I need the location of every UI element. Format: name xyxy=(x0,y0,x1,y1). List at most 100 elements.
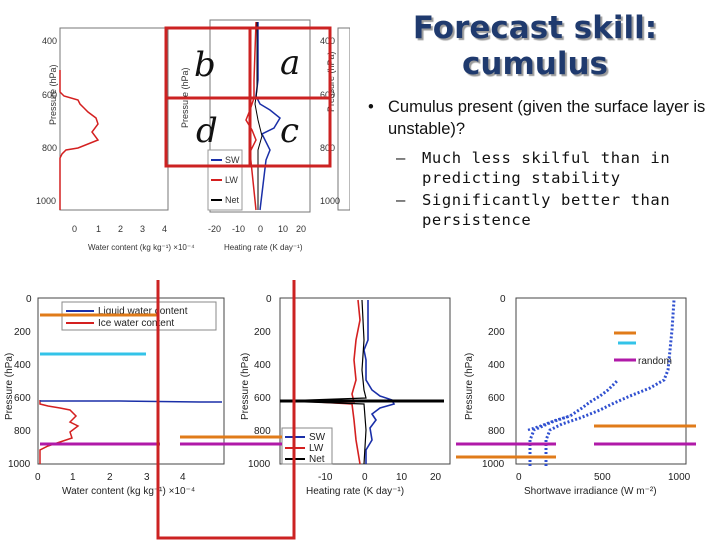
sw-xtick: 0 xyxy=(516,472,522,483)
top-right-ytick: 800 xyxy=(320,143,335,153)
top-left-ytick: 400 xyxy=(42,36,57,46)
bullet-dot-icon: • xyxy=(368,98,374,116)
heating-ytick: 600 xyxy=(254,393,271,404)
top-legend-lw: LW xyxy=(225,175,238,185)
subbullet-item: – Significantly better than persistence xyxy=(364,190,714,230)
sw-up-curve xyxy=(528,378,620,466)
sw-net-curve xyxy=(527,414,571,432)
heating-legend: SW LW Net xyxy=(281,427,333,465)
water-ytick: 400 xyxy=(14,360,31,371)
heating-xtick: 20 xyxy=(430,472,442,483)
top-left-ytick: 1000 xyxy=(36,196,56,206)
top-net-curve xyxy=(254,22,263,210)
top-figure: Pressure (hPa) 400 600 800 1000 0 1 2 3 … xyxy=(36,19,350,252)
bottom-figure: Pressure (hPa) 0 200 400 600 800 1000 Li… xyxy=(4,280,696,540)
subbullet-item: – Much less skilful than in predicting s… xyxy=(364,148,714,188)
heating-xtick: 0 xyxy=(362,472,368,483)
top-right-ytick: 1000 xyxy=(320,196,340,206)
sw-xtick: 1000 xyxy=(668,472,691,483)
water-xtick: 3 xyxy=(144,472,150,483)
top-left-xtick: 3 xyxy=(140,224,145,234)
sw-xtick: 500 xyxy=(594,472,611,483)
bullet-item: • Cumulus present (given the surface lay… xyxy=(364,96,714,140)
top-ice-curve xyxy=(59,70,100,210)
sw-ytick: 800 xyxy=(488,426,505,437)
top-mid-xtick: -10 xyxy=(232,224,245,234)
legend-lw: LW xyxy=(309,443,324,454)
water-content-panel: Pressure (hPa) 0 200 400 600 800 1000 Li… xyxy=(4,294,225,497)
top-right-ytick: 400 xyxy=(320,36,335,46)
dash-icon: – xyxy=(396,191,406,209)
top-mid-xtick: 10 xyxy=(278,224,288,234)
heating-rate-panel: Pressure (hPa) 0 200 400 600 800 1000 SW… xyxy=(180,294,451,497)
heating-xtick: -10 xyxy=(318,472,333,483)
top-left-xtick: 2 xyxy=(118,224,123,234)
water-ytick: 1000 xyxy=(8,459,31,470)
title-line-2: cumulus xyxy=(462,46,608,82)
panel-highlight-grid xyxy=(164,26,332,168)
shortwave-panel: Pressure (hPa) 0 200 400 600 800 1000 ra… xyxy=(456,294,696,497)
water-xlabel: Water content (kg kg⁻¹) ×10⁻⁴ xyxy=(62,486,195,497)
sw-ylabel: Pressure (hPa) xyxy=(464,353,475,420)
heating-xlabel: Heating rate (K day⁻¹) xyxy=(306,486,404,497)
top-water-panel: Pressure (hPa) 400 600 800 1000 0 1 2 3 … xyxy=(36,27,195,252)
sw-down-curve xyxy=(544,299,676,466)
heating-highlight-box xyxy=(156,280,296,540)
panel-letter-d: d xyxy=(196,111,218,151)
top-mid-xlabel: Heating rate (K day⁻¹) xyxy=(224,243,303,252)
water-xtick: 4 xyxy=(180,472,186,483)
dash-icon: – xyxy=(396,149,406,167)
title-line-1: Forecast skill: xyxy=(412,10,658,46)
heating-ytick: 200 xyxy=(254,327,271,338)
top-left-ytick: 800 xyxy=(42,143,57,153)
legend-net: Net xyxy=(309,454,325,465)
top-mid-xtick: 0 xyxy=(258,224,263,234)
legend-liquid: Liquid water content xyxy=(98,306,188,317)
top-left-xtick: 4 xyxy=(162,224,167,234)
top-mid-xtick: 20 xyxy=(296,224,306,234)
liquid-water-curve xyxy=(40,400,222,403)
sw-ytick: 1000 xyxy=(482,459,505,470)
water-ytick: 200 xyxy=(14,327,31,338)
panel-letter-c: c xyxy=(280,111,300,151)
water-ylabel: Pressure (hPa) xyxy=(4,353,15,420)
top-left-xtick: 0 xyxy=(72,224,77,234)
water-xtick: 1 xyxy=(70,472,76,483)
sw-ytick: 0 xyxy=(500,294,506,305)
top-right-panel: Pressure (hPa) 400 600 800 1000 xyxy=(320,27,350,211)
water-ytick: 0 xyxy=(26,294,32,305)
heating-ytick: 800 xyxy=(254,426,271,437)
water-ytick: 800 xyxy=(14,426,31,437)
panel-letter-a: a xyxy=(280,43,301,83)
heating-ytick: 400 xyxy=(254,360,271,371)
top-left-ylabel: Pressure (hPa) xyxy=(48,64,58,125)
slide-title: Forecast skill: cumulus xyxy=(400,10,670,82)
bullet-text: Cumulus present (given the surface layer… xyxy=(388,98,706,138)
heating-ytick: 1000 xyxy=(248,459,271,470)
sw-ytick: 400 xyxy=(488,360,505,371)
legend-sw: SW xyxy=(309,432,326,443)
top-mid-xtick: -20 xyxy=(208,224,221,234)
top-lw-curve xyxy=(245,21,257,211)
subbullet-text: Much less skilful than in predicting sta… xyxy=(422,149,671,187)
top-legend-sw: SW xyxy=(225,155,240,165)
panel-letter-b: b xyxy=(194,45,216,85)
sw-legend-random: random xyxy=(638,356,672,367)
heating-ylabel: Pressure (hPa) xyxy=(240,353,251,420)
sw-ytick: 600 xyxy=(488,393,505,404)
legend-ice: Ice water content xyxy=(98,318,174,329)
sw-ytick: 200 xyxy=(488,327,505,338)
water-ytick: 600 xyxy=(14,393,31,404)
top-right-ytick: 600 xyxy=(320,90,335,100)
bullet-list: • Cumulus present (given the surface lay… xyxy=(364,96,714,230)
sw-xlabel: Shortwave irradiance (W m⁻²) xyxy=(524,486,657,497)
heating-xtick: 10 xyxy=(396,472,408,483)
top-legend-net: Net xyxy=(225,195,240,205)
water-xtick: 2 xyxy=(107,472,113,483)
subbullet-text: Significantly better than persistence xyxy=(422,191,671,229)
net-heating-curve xyxy=(279,299,367,465)
top-heating-legend: SW LW Net xyxy=(207,149,243,211)
top-left-ytick: 600 xyxy=(42,90,57,100)
heating-ytick: 0 xyxy=(266,294,272,305)
top-left-xtick: 1 xyxy=(96,224,101,234)
